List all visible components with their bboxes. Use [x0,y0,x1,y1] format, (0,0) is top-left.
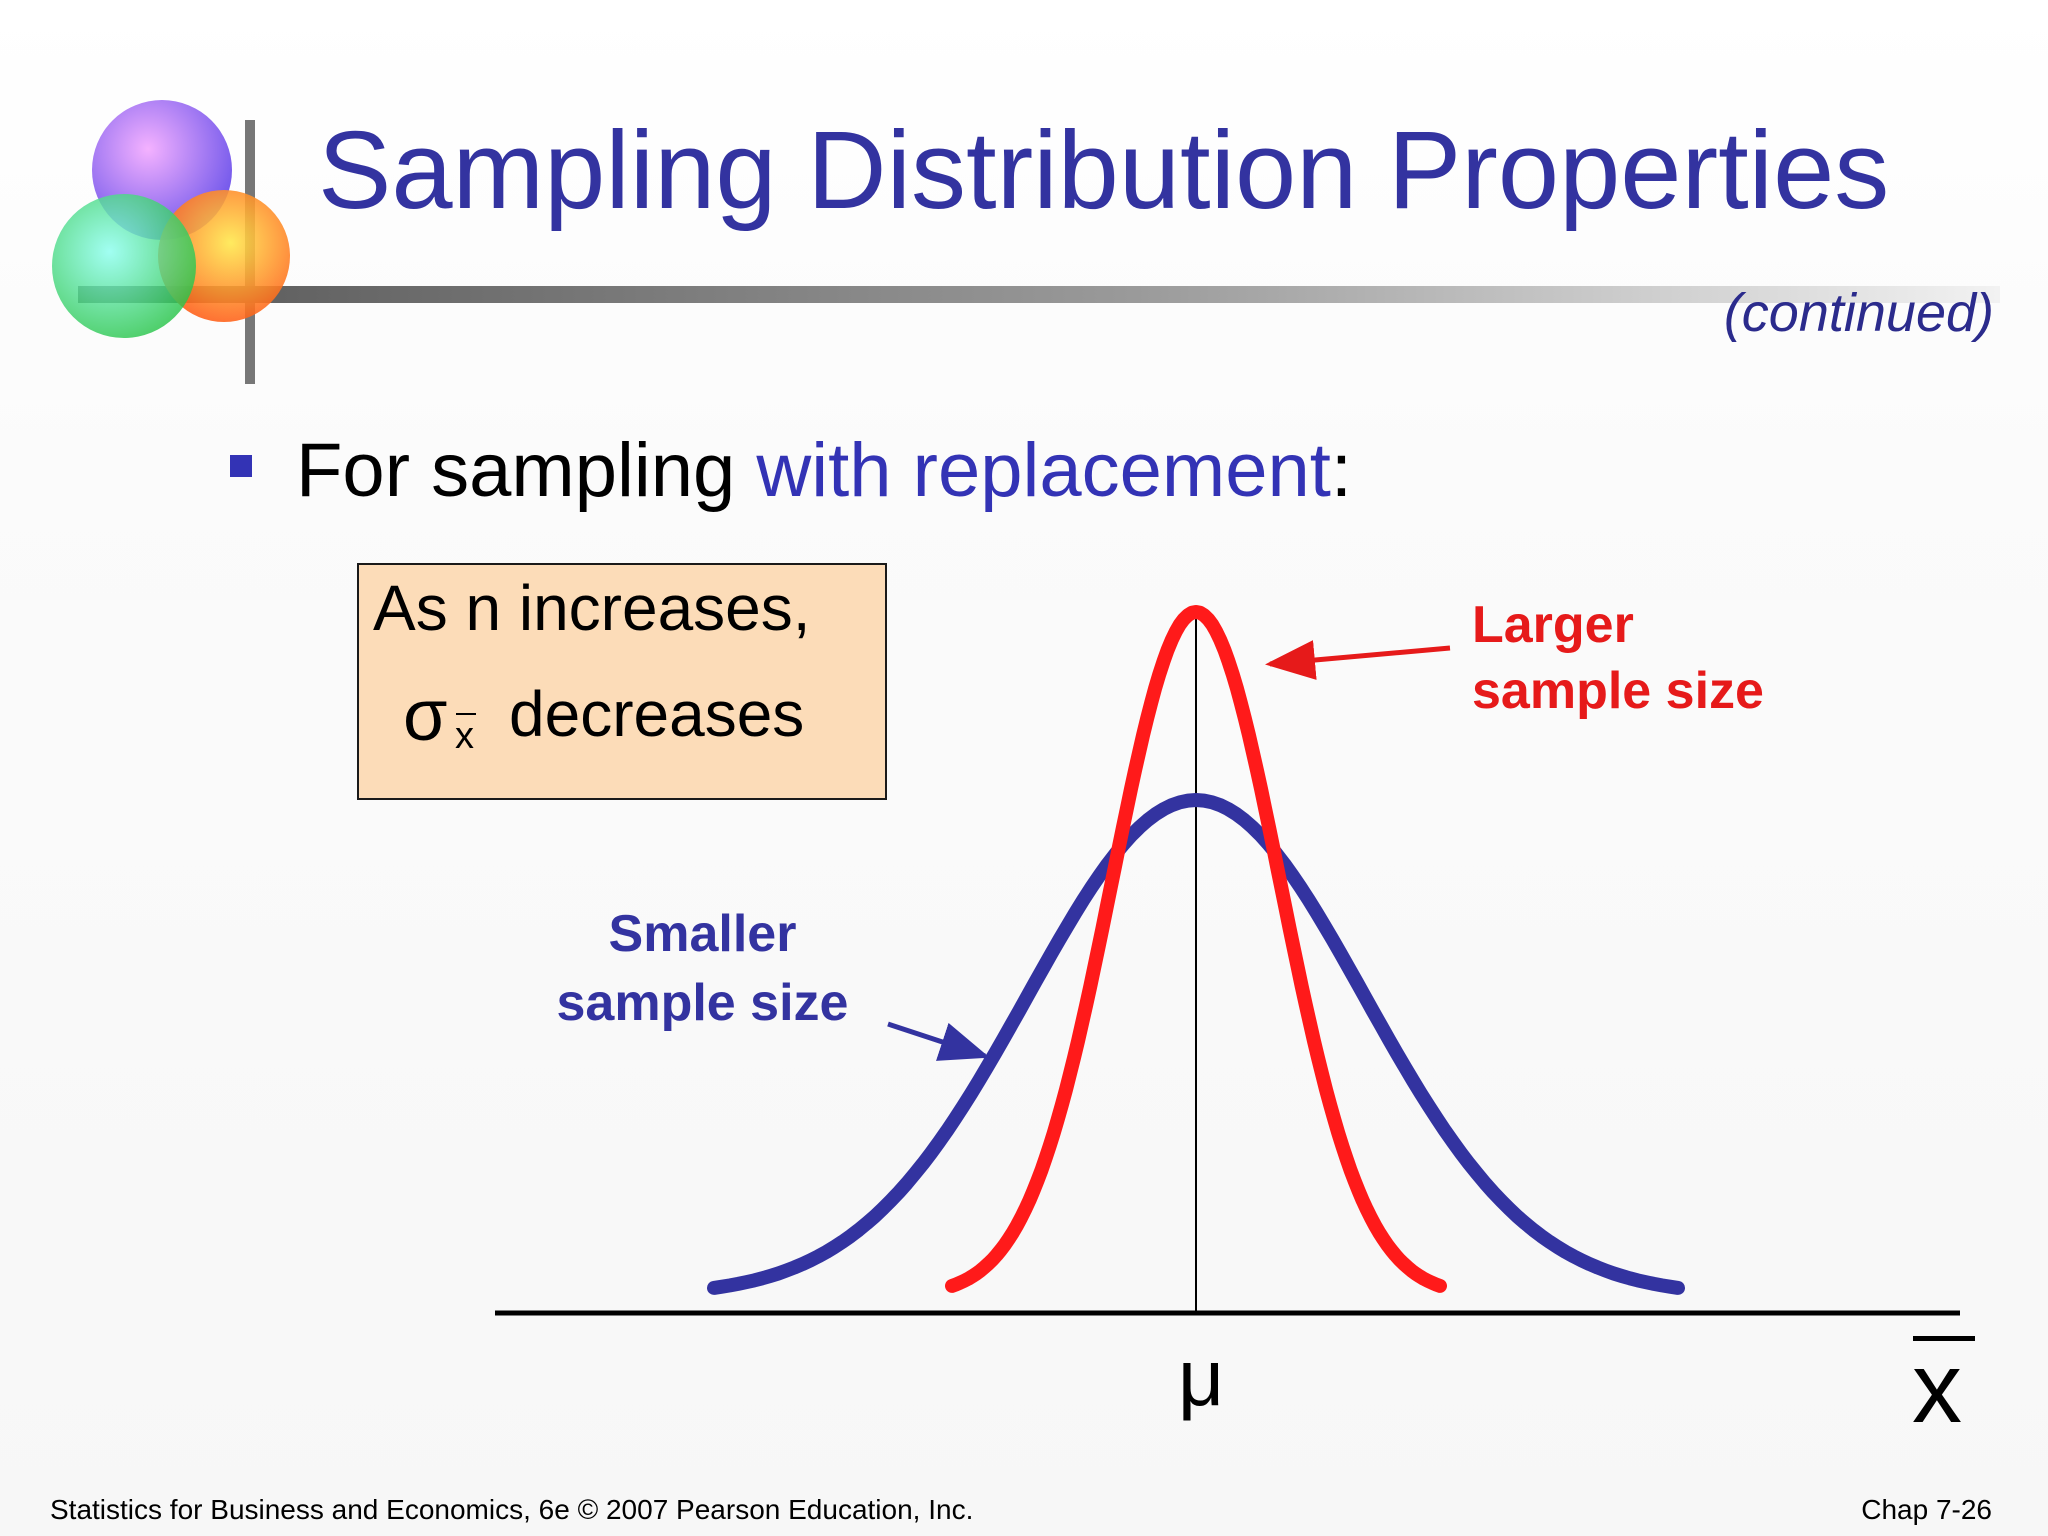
title-rule [78,286,2000,303]
bullet-text-start: For sampling [296,428,757,513]
series-line-larger [945,605,1447,1293]
x-axis-label: x [1912,1332,1962,1444]
label-smaller-line1: Smaller [608,905,797,963]
bullet-square-icon [230,455,252,477]
x-bar-overline [1913,1336,1975,1341]
sigma-subscript: x [455,715,474,757]
continued-note: (continued) [1723,283,1994,343]
page-title: Sampling Distribution Properties [318,109,1890,232]
series-line-smaller [707,793,1685,1295]
smaller-arrow-icon [887,1021,990,1061]
label-larger-line1: Larger [1472,596,1634,654]
mu-label: μ [1178,1333,1225,1422]
subscript-bar [456,713,476,715]
label-smaller-line2: sample size [556,973,849,1032]
footer-page-number: Chap 7-26 [1861,1494,1992,1525]
sigma-symbol: σ [403,676,448,756]
label-larger-sample: Larger sample size [1472,592,1764,724]
label-smaller-sample: Smaller sample size [540,900,865,1037]
bullet-text-end: : [1330,428,1353,513]
callout-box: As n increases, σ x decreases [357,563,887,800]
callout-line-increases: As n increases, [373,572,811,644]
bullet-text: For sampling with replacement: [296,425,1352,516]
callout-line-decreases: decreases [509,678,805,750]
bullet-highlight: with replacement [756,428,1331,513]
footer-source: Statistics for Business and Economics, 6… [50,1494,974,1525]
label-larger-line2: sample size [1472,662,1764,721]
larger-arrow-icon [1265,640,1451,680]
